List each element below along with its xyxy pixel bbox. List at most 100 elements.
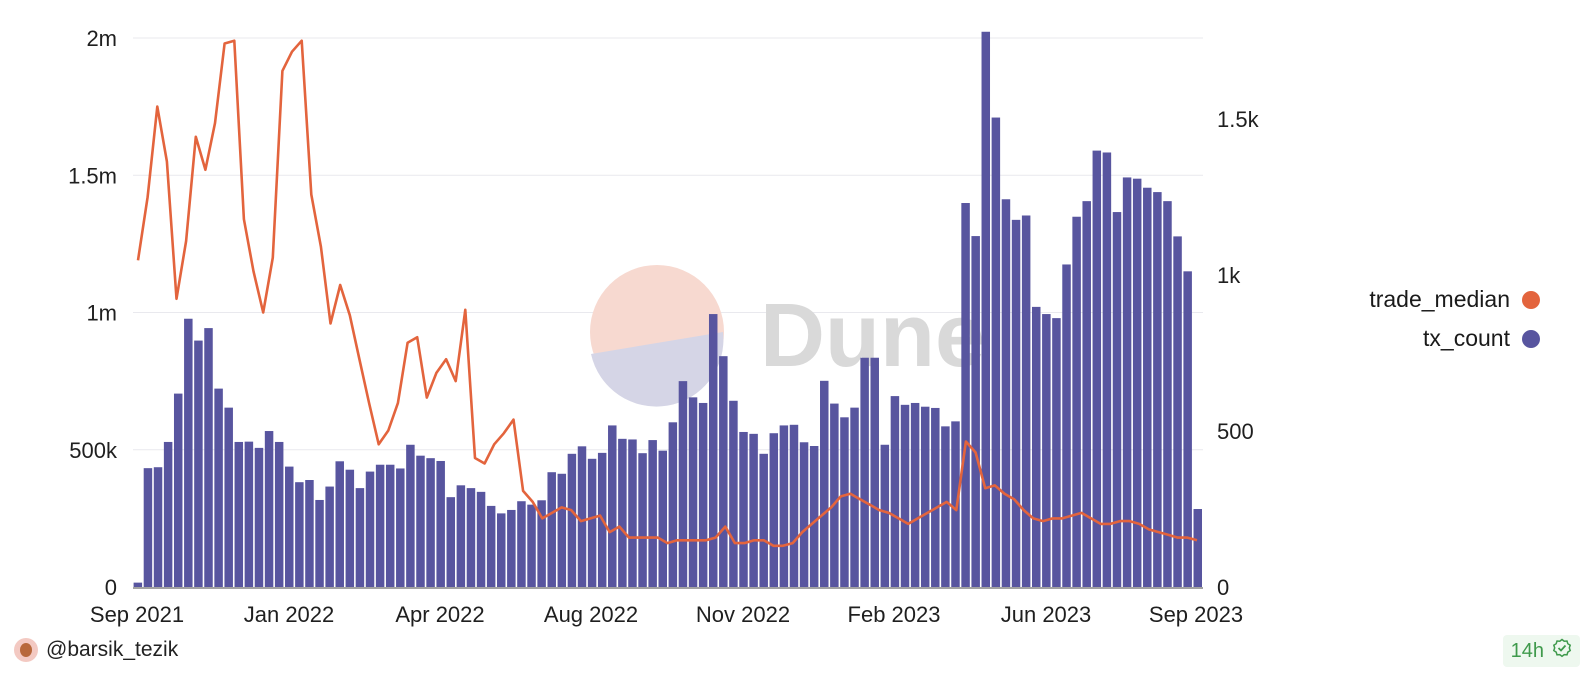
tx-count-bar [1092,150,1102,587]
avatar [14,638,38,662]
legend-label-trade-median: trade_median [1369,286,1510,312]
tx-count-bar [971,236,980,587]
tx-count-bar [628,439,637,587]
y-left-tick-label: 0 [105,575,117,600]
tx-count-bar [1193,509,1202,587]
tx-count-bar [668,422,678,587]
tx-count-bar [375,464,385,587]
tx-count-bar [305,480,314,587]
tx-count-bar [1062,264,1071,587]
tx-count-bar [436,460,445,587]
tx-count-bar [890,396,900,587]
y-right-tick-label: 500 [1217,419,1254,444]
tx-count-bar [204,328,213,587]
tx-count-bar [1132,178,1142,587]
x-tick-label: Feb 2023 [848,602,941,627]
tx-count-bar [799,442,809,587]
x-tick-label: Aug 2022 [544,602,638,627]
tx-count-bar [476,491,486,587]
legend-item-tx-count[interactable]: tx_count [1369,319,1540,358]
tx-count-bar [820,380,829,587]
tx-count-bar [285,466,294,587]
legend-dot-trade-median [1522,290,1540,309]
tx-count-bar [759,453,768,587]
tx-count-bar [1031,306,1041,587]
tx-count-bar [900,404,910,587]
tx-count-bar [234,441,244,587]
tx-count-bar [163,441,173,587]
legend-item-trade-median[interactable]: trade_median [1369,280,1540,319]
check-badge-icon [1552,638,1572,664]
tx-count-bar [295,482,304,587]
y-right-tick-label: 1k [1217,263,1241,288]
tx-count-bar [1143,187,1152,587]
tx-count-bar [880,444,890,587]
freshness-label: 14h [1510,639,1544,662]
tx-count-bar [416,455,425,587]
tx-count-bar [507,509,516,587]
tx-count-bar [365,471,375,587]
tx-count-bar [608,425,617,587]
author-name: @barsik_tezik [46,638,179,661]
tx-count-bar [466,488,476,587]
y-left-tick-label: 1.5m [68,163,117,188]
tx-count-bar [264,431,274,587]
tx-count-bar [658,450,667,587]
tx-count-bar [951,421,960,587]
tx-count-bar [648,440,657,587]
tx-count-bar [991,117,1001,588]
tx-count-bar [456,485,466,587]
tx-count-bar [385,464,395,587]
tx-count-bar [1021,215,1031,588]
tx-count-bar [1042,314,1051,587]
freshness-badge[interactable]: 14h [1502,635,1580,667]
x-tick-label: Sep 2023 [1149,602,1243,627]
tx-count-bar [729,400,738,587]
x-tick-label: Apr 2022 [395,602,484,627]
tx-count-bar [587,458,597,587]
tx-count-bar [214,388,223,587]
tx-count-bar [153,467,163,587]
tx-count-bar [840,417,849,587]
legend: trade_median tx_count [1369,280,1540,358]
tx-count-bar [698,402,708,587]
tx-count-bar [446,497,456,587]
tx-count-bar [194,340,203,587]
tx-count-bar [406,444,415,587]
tx-count-bar [1183,271,1192,587]
tx-count-bar [708,314,718,587]
y-left-tick-label: 1m [86,301,117,326]
dune-watermark: Dune [590,265,985,407]
tx-count-bar [133,582,143,587]
tx-count-bar [537,500,546,587]
tx-count-bar [1173,236,1182,587]
tx-count-bar [335,461,344,587]
tx-count-bar [1122,177,1132,587]
tx-count-bar [547,472,556,587]
x-tick-label: Sep 2021 [90,602,184,627]
trade-median-line [136,39,1198,548]
x-tick-label: Jun 2023 [1001,602,1092,627]
axes: 0 500k 1m 1.5m 2m 0 500 1k 1.5k Sep 2021 Jan 2022 A… [68,26,1260,627]
y-left-tick-label: 500k [69,438,118,463]
tx-count-bar [315,499,324,587]
tx-count-bar [830,403,839,587]
tx-count-bar [1001,199,1011,588]
tx-count-bar [486,505,496,587]
tx-count-bar [224,407,233,587]
tx-count-bar [184,318,193,587]
tx-count-bar [527,504,536,587]
tx-count-bar [254,447,264,587]
y-right-tick-label: 0 [1217,575,1229,600]
tx-count-bar [355,488,365,587]
tx-count-bar [739,431,748,587]
tx-count-bar [1082,201,1091,588]
tx-count-bar [870,357,879,587]
tx-count-bar [910,402,920,587]
author-link[interactable]: @barsik_tezik [14,638,178,662]
tx-count-bar [244,441,254,587]
tx-count-bar [1102,152,1112,587]
tx-count-bar [789,424,799,587]
tx-count-bar [567,453,577,587]
